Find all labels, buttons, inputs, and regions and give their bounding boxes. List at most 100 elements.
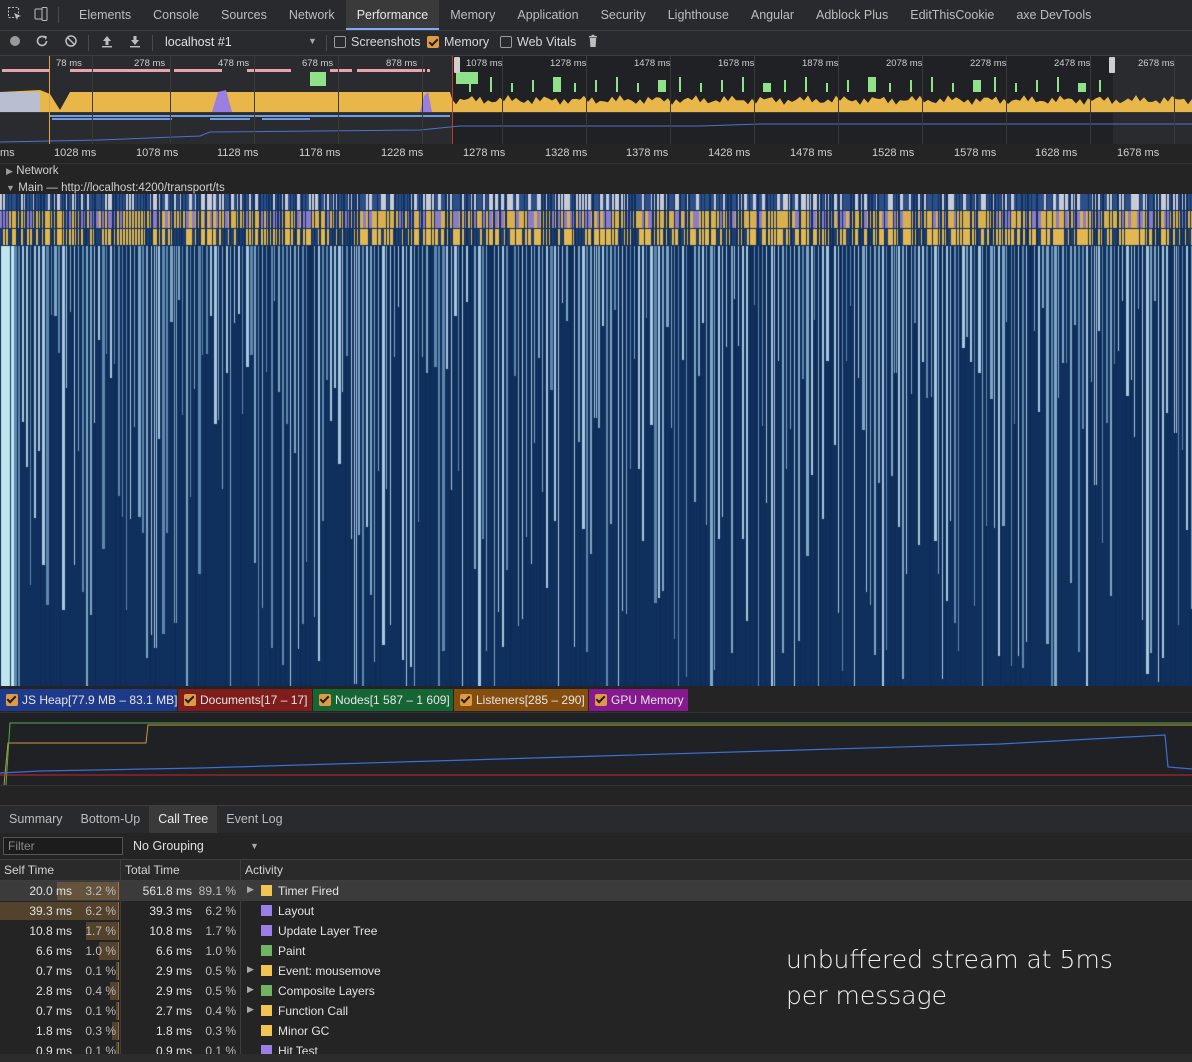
main-track-header[interactable]: ▼ Main — http://localhost:4200/transport… — [6, 180, 225, 194]
counter-label: Listeners[285 – 290] — [476, 693, 585, 707]
ruler-tick-label: 1178 ms — [299, 147, 341, 159]
tab-performance[interactable]: Performance — [345, 0, 440, 30]
tab-angular[interactable]: Angular — [750, 8, 794, 22]
horizontal-scrollbar[interactable] — [0, 1054, 1192, 1062]
table-row[interactable]: 2.8 ms 0.4 % 2.9 ms 0.5 % ▶ Composite Layers — [0, 981, 1192, 1001]
trash-icon[interactable] — [584, 34, 602, 52]
activity-name: Event: mousemove — [278, 964, 381, 978]
tab-summary[interactable]: Summary — [9, 812, 63, 826]
overview-tick-label: 278 ms — [134, 58, 166, 69]
expand-triangle-icon[interactable]: ▶ — [247, 964, 254, 974]
counter-toggle[interactable]: JS Heap[77.9 MB – 83.1 MB] — [0, 689, 177, 711]
filter-input[interactable] — [3, 837, 123, 855]
ruler-tick-label: 1478 ms — [790, 147, 833, 159]
inspect-element-icon[interactable] — [6, 6, 24, 24]
screenshots-checkbox[interactable] — [334, 36, 346, 48]
table-row[interactable]: 10.8 ms 1.7 % 10.8 ms 1.7 % Update Layer Tre… — [0, 921, 1192, 941]
ruler-tick-label: 1278 ms — [463, 147, 506, 159]
counter-toggle[interactable]: Listeners[285 – 290] — [454, 689, 588, 711]
table-row[interactable]: 1.8 ms 0.3 % 1.8 ms 0.3 % Minor GC — [0, 1021, 1192, 1041]
table-row[interactable]: 20.0 ms 3.2 % 561.8 ms 89.1 % ▶ Timer Fired — [0, 881, 1192, 901]
call-tree-rows: 20.0 ms 3.2 % 561.8 ms 89.1 % ▶ Timer Fired 39… — [0, 881, 1192, 1062]
tab-call-tree[interactable]: Call Tree — [149, 806, 218, 833]
expand-triangle-icon[interactable]: ▶ — [247, 884, 254, 894]
overview-gridline — [922, 56, 923, 144]
column-divider[interactable] — [120, 860, 121, 1062]
category-swatch — [261, 945, 272, 956]
grouping-select[interactable]: No Grouping ▼ — [128, 836, 262, 856]
save-profile-icon[interactable] — [126, 34, 144, 52]
selection-left-handle[interactable] — [454, 57, 460, 73]
self-time-value: 10.8 ms — [29, 924, 72, 938]
counter-checkbox[interactable] — [6, 694, 18, 706]
counter-checkbox[interactable] — [460, 694, 472, 706]
counter-checkbox[interactable] — [319, 694, 331, 706]
selection-right-handle[interactable] — [1109, 57, 1115, 73]
flame-chart-canvas[interactable] — [0, 194, 1192, 686]
overview-tick-label: 1678 ms — [718, 58, 755, 69]
tab-console[interactable]: Console — [153, 8, 199, 22]
counter-toggle[interactable]: Documents[17 – 17] — [178, 689, 312, 711]
network-track-header[interactable]: ▶ Network — [6, 163, 58, 177]
overview-tick-label: 2078 ms — [886, 58, 923, 69]
tab-elements[interactable]: Elements — [79, 8, 132, 22]
category-swatch — [261, 1045, 272, 1056]
record-button[interactable] — [6, 34, 24, 52]
counter-toggle[interactable]: Nodes[1 587 – 1 609] — [313, 689, 453, 711]
self-time-percent: 1.0 % — [85, 944, 116, 958]
main-thread-flame-chart[interactable] — [0, 194, 1192, 686]
counter-label: Nodes[1 587 – 1 609] — [335, 693, 450, 707]
ruler-tick-label: 1228 ms — [381, 147, 424, 159]
table-row[interactable]: 0.7 ms 0.1 % 2.9 ms 0.5 % ▶ Event: mousemove — [0, 961, 1192, 981]
reload-record-button[interactable] — [33, 34, 51, 52]
toolbar-divider — [152, 35, 153, 51]
table-row[interactable]: 39.3 ms 6.2 % 39.3 ms 6.2 % Layout — [0, 901, 1192, 921]
tab-event-log[interactable]: Event Log — [226, 812, 283, 826]
toolbar-divider — [88, 35, 89, 51]
overview-gridline — [422, 56, 423, 144]
tab-sources[interactable]: Sources — [220, 8, 267, 22]
total-time-value: 6.6 ms — [155, 944, 192, 958]
counter-checkbox[interactable] — [184, 694, 196, 706]
web-vitals-checkbox[interactable] — [500, 36, 512, 48]
tab-adblock-plus[interactable]: Adblock Plus — [815, 8, 889, 22]
load-profile-icon[interactable] — [98, 34, 116, 52]
ruler-tick-label: ms — [0, 147, 15, 159]
tab-editthiscookie[interactable]: EditThisCookie — [910, 8, 995, 22]
tab-axe-devtools[interactable]: axe DevTools — [1016, 8, 1092, 22]
total-time-percent: 0.3 % — [205, 1024, 236, 1038]
annotation-line-1: unbuffered stream at 5ms — [786, 945, 1113, 974]
activity-header[interactable]: Activity — [245, 863, 284, 877]
expand-triangle-icon[interactable]: ▶ — [247, 1004, 254, 1014]
memory-checkbox[interactable] — [427, 36, 439, 48]
overview-tick-label: 2678 ms — [1138, 58, 1175, 69]
activity-name: Timer Fired — [278, 884, 339, 898]
tab-bottom-up[interactable]: Bottom-Up — [80, 812, 141, 826]
call-tree-header: Self Time Total Time Activity — [0, 860, 1192, 881]
tab-lighthouse[interactable]: Lighthouse — [667, 8, 729, 22]
time-ruler: ms 1028 ms 1078 ms 1128 ms 1178 ms 1228 ms 127… — [0, 145, 1192, 164]
memory-graph-svg — [0, 722, 1192, 786]
device-toolbar-icon[interactable] — [32, 6, 50, 24]
overview-gridline — [1090, 56, 1091, 144]
counter-toggle[interactable]: GPU Memory — [589, 689, 688, 711]
self-time-percent: 3.2 % — [85, 884, 116, 898]
table-row[interactable]: 0.7 ms 0.1 % 2.7 ms 0.4 % ▶ Function Call — [0, 1001, 1192, 1021]
timeline-overview[interactable]: 78 ms 278 ms 478 ms 678 ms 878 ms 1078 ms 1278… — [0, 56, 1192, 144]
tab-memory[interactable]: Memory — [450, 8, 496, 22]
column-divider[interactable] — [240, 860, 241, 1062]
total-time-header[interactable]: Total Time — [125, 863, 180, 877]
tab-security[interactable]: Security — [600, 8, 646, 22]
counter-checkbox[interactable] — [595, 694, 607, 706]
tab-application[interactable]: Application — [517, 8, 579, 22]
tab-network[interactable]: Network — [288, 8, 335, 22]
total-time-value: 39.3 ms — [149, 904, 192, 918]
target-select[interactable]: localhost #1 ▼ — [158, 33, 320, 53]
clear-icon[interactable] — [62, 34, 80, 52]
self-time-header[interactable]: Self Time — [4, 863, 55, 877]
table-row[interactable]: 6.6 ms 1.0 % 6.6 ms 1.0 % Paint — [0, 941, 1192, 961]
ruler-tick-label: 1678 ms — [1117, 147, 1160, 159]
grouping-select-value: No Grouping — [133, 839, 204, 853]
self-time-percent: 0.3 % — [85, 1024, 116, 1038]
expand-triangle-icon[interactable]: ▶ — [247, 984, 254, 994]
